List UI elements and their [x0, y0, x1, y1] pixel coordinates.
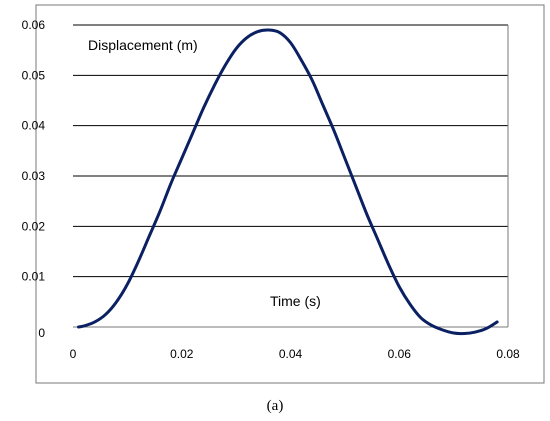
chart-outer-border — [35, 4, 545, 384]
y-tick-label: 0 — [38, 326, 45, 340]
x-tick-label: 0.02 — [170, 347, 194, 361]
y-tick-label: 0.01 — [22, 270, 46, 284]
x-axis-label: Time (s) — [270, 293, 321, 309]
x-tick-labels: 0 0.02 0.04 0.06 0.08 — [70, 347, 520, 361]
figure-caption: (a) — [267, 398, 284, 414]
x-tick-label: 0.08 — [496, 347, 520, 361]
x-tick-label: 0.06 — [388, 347, 412, 361]
y-tick-label: 0.04 — [22, 119, 46, 133]
series-line — [76, 28, 499, 336]
x-tick-label: 0 — [70, 347, 77, 361]
gridlines — [73, 24, 508, 278]
y-tick-labels: 0 0.01 0.02 0.03 0.04 0.05 0.06 — [22, 18, 46, 340]
y-tick-label: 0.05 — [22, 68, 46, 82]
x-tick-label: 0.04 — [279, 347, 303, 361]
series-layer — [76, 28, 499, 336]
y-tick-label: 0.03 — [22, 169, 46, 183]
y-tick-label: 0.02 — [22, 219, 46, 233]
y-tick-label: 0.06 — [22, 18, 46, 32]
y-axis-label: Displacement (m) — [88, 37, 198, 53]
